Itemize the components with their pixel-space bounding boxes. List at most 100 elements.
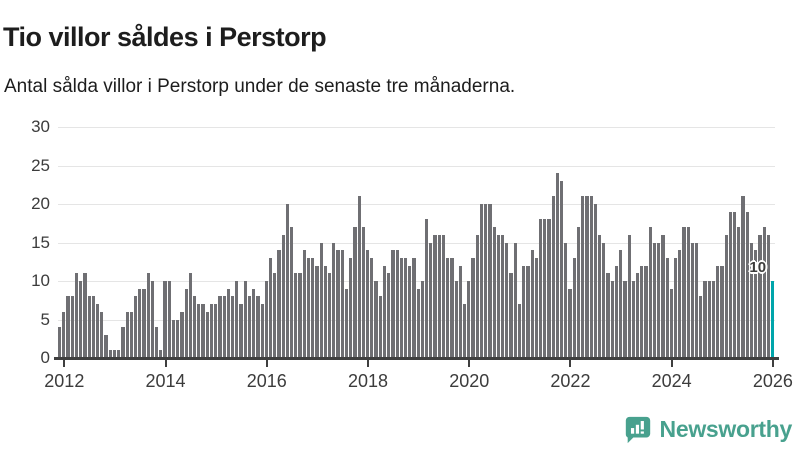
bar bbox=[285, 204, 290, 358]
bar bbox=[610, 281, 614, 358]
bar bbox=[716, 265, 720, 358]
page-title: Tio villor såldes i Perstorp bbox=[3, 22, 327, 53]
bar bbox=[711, 281, 716, 358]
bar bbox=[247, 296, 252, 358]
x-tick bbox=[569, 359, 572, 367]
bar bbox=[682, 227, 686, 358]
bar bbox=[281, 234, 285, 358]
bar bbox=[235, 281, 239, 358]
bar bbox=[121, 327, 125, 358]
newsworthy-wordmark: Newsworthy bbox=[659, 415, 793, 442]
bar bbox=[631, 281, 635, 358]
bar bbox=[648, 227, 652, 358]
bar bbox=[657, 242, 661, 358]
bar bbox=[635, 273, 640, 358]
bar bbox=[365, 250, 370, 358]
bar bbox=[395, 250, 399, 358]
bar bbox=[112, 350, 117, 358]
bar bbox=[180, 311, 184, 358]
bar bbox=[100, 311, 104, 358]
bar bbox=[167, 281, 171, 358]
bar bbox=[256, 296, 260, 358]
bar bbox=[614, 265, 619, 358]
bar bbox=[277, 250, 281, 358]
page-subtitle: Antal sålda villor i Perstorp under de s… bbox=[4, 76, 516, 97]
bar bbox=[475, 234, 479, 358]
bar bbox=[619, 250, 623, 358]
bar bbox=[226, 288, 230, 358]
newsworthy-chart-bubble-icon bbox=[625, 416, 650, 444]
y-tick-label: 30 bbox=[31, 117, 50, 136]
bar bbox=[353, 227, 357, 358]
bar bbox=[91, 296, 95, 358]
bar bbox=[450, 257, 454, 358]
bar bbox=[467, 281, 471, 358]
bar bbox=[349, 257, 353, 358]
x-tick-label: 2024 bbox=[651, 371, 692, 391]
bar bbox=[627, 234, 631, 358]
bar bbox=[640, 265, 644, 358]
bar bbox=[66, 296, 70, 358]
bar bbox=[623, 281, 627, 358]
bar bbox=[184, 288, 188, 358]
bar bbox=[728, 211, 732, 358]
bar bbox=[290, 227, 294, 358]
bar bbox=[378, 296, 382, 358]
bar bbox=[62, 311, 66, 358]
bar bbox=[319, 242, 323, 358]
bar bbox=[83, 273, 87, 358]
bar bbox=[669, 288, 673, 358]
bar bbox=[754, 250, 758, 358]
bar bbox=[193, 296, 197, 358]
bar bbox=[117, 350, 121, 358]
bar bbox=[273, 273, 277, 358]
bar bbox=[500, 234, 505, 358]
x-tick bbox=[63, 359, 66, 367]
bar bbox=[441, 234, 446, 358]
bar bbox=[298, 273, 302, 358]
bar bbox=[311, 257, 315, 358]
bar bbox=[370, 257, 374, 358]
x-tick-label: 2018 bbox=[347, 371, 389, 391]
gridline bbox=[58, 204, 775, 205]
bar bbox=[344, 288, 349, 358]
bar bbox=[690, 242, 695, 358]
bar bbox=[758, 234, 762, 358]
bar bbox=[230, 296, 235, 358]
bar bbox=[585, 196, 589, 358]
bar bbox=[593, 204, 597, 358]
bar bbox=[163, 281, 167, 358]
y-tick-label: 5 bbox=[40, 309, 50, 329]
bar bbox=[412, 257, 416, 358]
bar bbox=[108, 350, 112, 358]
bar bbox=[720, 265, 724, 358]
bar bbox=[505, 242, 509, 358]
bar bbox=[737, 227, 741, 358]
bar bbox=[496, 234, 500, 358]
newsworthy-logo[interactable]: Newsworthy bbox=[623, 414, 792, 444]
bar bbox=[644, 265, 648, 358]
bar bbox=[665, 257, 669, 358]
bar bbox=[652, 242, 657, 358]
bar bbox=[332, 242, 336, 358]
bar bbox=[218, 296, 222, 358]
bar bbox=[703, 281, 707, 358]
x-tick-label: 2022 bbox=[550, 371, 591, 391]
gridline bbox=[58, 242, 775, 244]
bar bbox=[446, 257, 450, 358]
bar bbox=[146, 273, 150, 358]
bar bbox=[606, 273, 610, 358]
bar bbox=[176, 319, 180, 358]
bar bbox=[509, 273, 513, 358]
bar bbox=[95, 304, 100, 358]
y-tick-label: 15 bbox=[31, 232, 50, 252]
bar bbox=[766, 234, 770, 358]
bar bbox=[408, 265, 412, 358]
bar bbox=[543, 219, 547, 358]
bar bbox=[201, 304, 205, 358]
bar bbox=[391, 250, 395, 358]
bar bbox=[306, 257, 311, 358]
bar bbox=[357, 196, 361, 358]
y-tick-label: 20 bbox=[31, 194, 50, 213]
